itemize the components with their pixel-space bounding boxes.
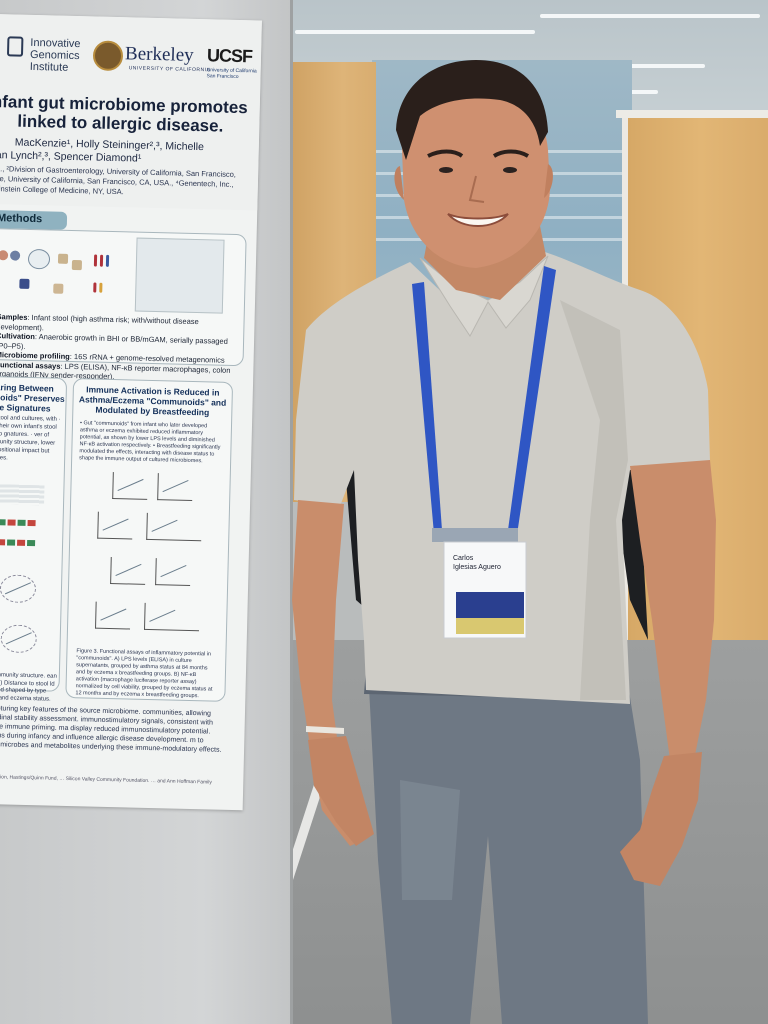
left-hand bbox=[308, 736, 374, 846]
right-arm bbox=[630, 460, 716, 760]
jeans bbox=[368, 668, 648, 1024]
ear-right bbox=[544, 164, 553, 198]
poster-board: Innovative Genomics Institute Berkeley U… bbox=[0, 0, 293, 1024]
lanyard-left bbox=[412, 282, 442, 534]
right-hand bbox=[620, 752, 702, 886]
ceiling-light bbox=[295, 30, 535, 34]
wood-panel-frame bbox=[616, 110, 768, 118]
eye-left bbox=[439, 167, 453, 173]
hair bbox=[396, 60, 548, 160]
badge-name-first: Carlos bbox=[453, 555, 474, 562]
lanyard-right bbox=[508, 266, 556, 530]
left-arm bbox=[292, 500, 368, 846]
ear-left bbox=[394, 166, 404, 200]
ceiling-light bbox=[560, 64, 705, 68]
nose bbox=[468, 175, 485, 203]
badge-band bbox=[456, 592, 524, 618]
badge-stripe bbox=[456, 618, 524, 634]
badge-name-last: Iglesias Aguero bbox=[453, 564, 501, 571]
bracelet bbox=[306, 726, 344, 734]
ceiling-light bbox=[540, 14, 760, 18]
smile bbox=[447, 213, 509, 227]
eyebrow-right bbox=[492, 149, 530, 158]
polo-shirt-shadow bbox=[560, 300, 628, 700]
eyebrow-left bbox=[427, 149, 464, 158]
jeans-highlight bbox=[400, 780, 460, 900]
badge-clip bbox=[432, 528, 518, 542]
head bbox=[401, 80, 550, 268]
eye-right bbox=[503, 167, 517, 173]
